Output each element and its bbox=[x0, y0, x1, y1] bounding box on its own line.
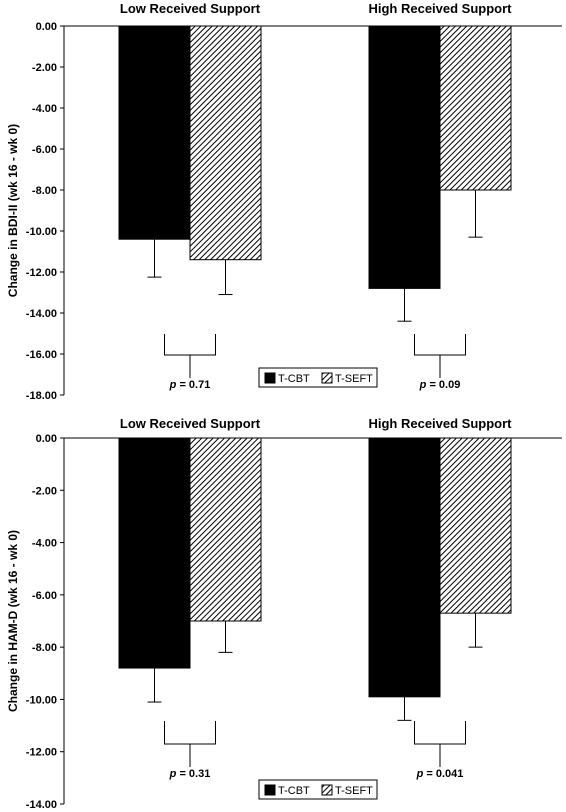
y-tick-label: 0.00 bbox=[36, 21, 57, 33]
p-value-label: p = 0.09 bbox=[419, 379, 461, 391]
legend-box bbox=[258, 779, 378, 800]
p-value-text: = 0.71 bbox=[176, 379, 210, 391]
p-value-prefix: p bbox=[169, 768, 177, 780]
legend: T-CBT T-SEFT bbox=[258, 367, 378, 388]
y-tick-label: -4.00 bbox=[32, 538, 57, 550]
bar-tseft bbox=[439, 437, 512, 614]
y-axis-label: Change in HAM-D (wk 16 - wk 0) bbox=[6, 530, 20, 712]
bar-tcbt bbox=[368, 437, 441, 698]
significance-bracket bbox=[414, 334, 466, 356]
y-axis-label: Change in BDI-II (wk 16 - wk 0) bbox=[6, 124, 20, 297]
y-tick-label: -2.00 bbox=[32, 485, 57, 497]
y-tick-label: -12.00 bbox=[26, 747, 57, 759]
y-tick-label: -12.00 bbox=[26, 267, 57, 279]
y-tick-label: -2.00 bbox=[32, 62, 57, 74]
legend-swatch bbox=[264, 784, 276, 796]
category-label: Low Received Support bbox=[120, 1, 261, 16]
p-value-text: = 0.041 bbox=[423, 768, 463, 780]
y-tick-label: -4.00 bbox=[32, 103, 57, 115]
y-tick-label: -16.00 bbox=[26, 349, 57, 361]
y-tick-label: -6.00 bbox=[32, 590, 57, 602]
significance-bracket bbox=[164, 334, 216, 356]
p-value-label: p = 0.71 bbox=[169, 379, 211, 391]
bar-tseft bbox=[439, 25, 512, 191]
chart-panel-2: 0.00 -2.00 -4.00 -6.00 -8.00 -10.00 -12.00 -14.… bbox=[6, 416, 562, 811]
bar-tcbt bbox=[118, 25, 191, 240]
legend-swatch bbox=[321, 372, 333, 384]
category-label: High Received Support bbox=[368, 1, 512, 16]
p-value-label: p = 0.31 bbox=[169, 768, 211, 780]
significance-bracket bbox=[414, 721, 466, 745]
y-tick-label: -10.00 bbox=[26, 694, 57, 706]
bar-tcbt bbox=[368, 25, 441, 289]
legend-box bbox=[258, 367, 378, 388]
p-value-label: p = 0.041 bbox=[416, 768, 464, 780]
y-tick-label: -14.00 bbox=[26, 308, 57, 320]
y-tick-label: -18.00 bbox=[26, 390, 57, 402]
p-value-text: = 0.31 bbox=[176, 768, 210, 780]
category-label: Low Received Support bbox=[120, 416, 261, 431]
bar-tcbt bbox=[118, 437, 191, 669]
y-tick-label: -6.00 bbox=[32, 144, 57, 156]
y-tick-label: -8.00 bbox=[32, 642, 57, 654]
p-value-prefix: p bbox=[416, 768, 424, 780]
legend-label: T-SEFT bbox=[335, 373, 373, 385]
bar-tseft bbox=[189, 437, 262, 622]
significance-bracket bbox=[164, 721, 216, 745]
legend-label: T-SEFT bbox=[335, 785, 373, 797]
y-tick-label: 0.00 bbox=[36, 433, 57, 445]
chart-panel-1: 0.00 -2.00 -4.00 -6.00 -8.00 -10.00 -12.00 -14.… bbox=[6, 1, 562, 402]
bar-tseft bbox=[189, 25, 262, 261]
legend: T-CBT T-SEFT bbox=[258, 779, 378, 800]
category-label: High Received Support bbox=[368, 416, 512, 431]
p-value-prefix: p bbox=[419, 379, 427, 391]
legend-swatch bbox=[321, 784, 333, 796]
p-value-text: = 0.09 bbox=[426, 379, 460, 391]
legend-swatch bbox=[264, 372, 276, 384]
legend-label: T-CBT bbox=[278, 373, 310, 385]
p-value-prefix: p bbox=[169, 379, 177, 391]
y-tick-label: -10.00 bbox=[26, 226, 57, 238]
y-tick-label: -14.00 bbox=[26, 799, 57, 811]
y-tick-label: -8.00 bbox=[32, 185, 57, 197]
legend-label: T-CBT bbox=[278, 785, 310, 797]
